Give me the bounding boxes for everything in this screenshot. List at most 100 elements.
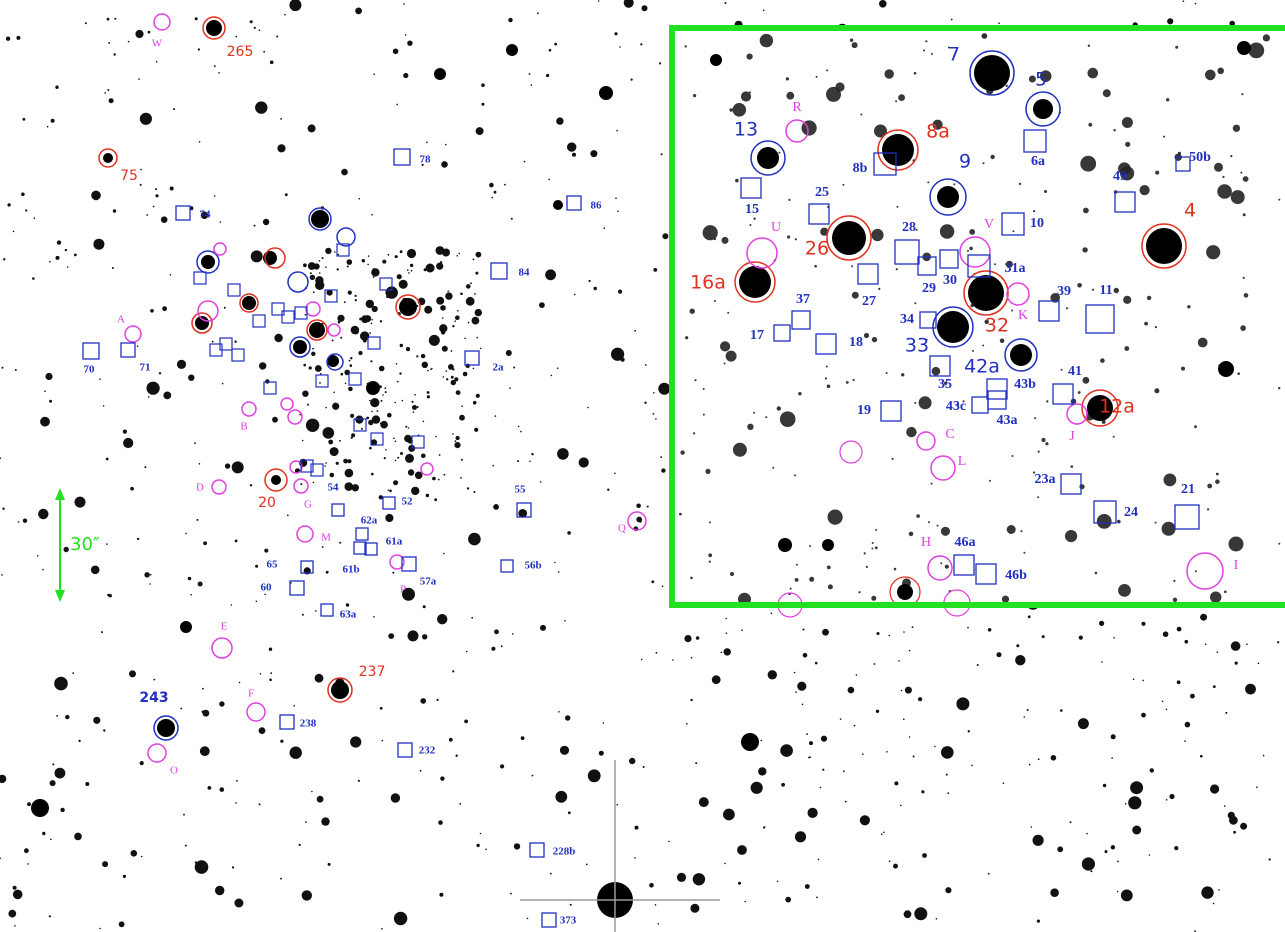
star: [144, 572, 150, 578]
star: [146, 381, 160, 395]
star: [341, 168, 348, 176]
star: [55, 255, 60, 260]
star: [329, 447, 339, 457]
star: [894, 781, 899, 786]
star: [289, 0, 302, 12]
star: [140, 168, 142, 171]
star: [414, 471, 423, 480]
star: [1246, 643, 1248, 646]
star: [634, 825, 639, 830]
star: [1146, 295, 1152, 301]
star: [982, 344, 985, 347]
star: [155, 188, 158, 191]
star: [381, 927, 383, 930]
star: [333, 391, 335, 394]
star: [180, 621, 192, 633]
star: [937, 186, 959, 208]
star: [350, 357, 353, 360]
star: [36, 555, 39, 557]
star: [950, 18, 953, 21]
star: [1210, 784, 1220, 794]
star-label: 62a: [361, 515, 378, 527]
star: [602, 722, 605, 724]
marker-circle: [785, 119, 809, 143]
star: [1222, 175, 1225, 179]
star: [320, 373, 322, 375]
star: [1132, 678, 1135, 681]
star: [510, 892, 512, 895]
star: [108, 594, 112, 598]
star: [1218, 361, 1234, 377]
star: [105, 457, 109, 461]
star-label: 35: [938, 377, 952, 392]
star: [976, 664, 979, 666]
star: [852, 378, 855, 382]
star: [885, 372, 888, 374]
star: [998, 22, 1000, 25]
star: [272, 416, 278, 423]
star: [231, 866, 235, 869]
star: [457, 310, 459, 312]
star: [969, 246, 973, 251]
star: [42, 831, 46, 836]
star: [1173, 579, 1176, 583]
star: [346, 259, 353, 265]
star: [1113, 287, 1120, 294]
star: [1165, 708, 1168, 711]
star: [1201, 886, 1214, 899]
star: [1162, 631, 1169, 637]
star-label: 25: [815, 185, 829, 200]
star: [258, 29, 261, 32]
star: [747, 423, 754, 430]
star: [321, 546, 324, 548]
star: [1161, 700, 1164, 703]
star: [458, 252, 461, 255]
star: [607, 488, 610, 491]
star: [99, 378, 101, 380]
star: [441, 345, 448, 352]
star: [481, 102, 485, 106]
star: [409, 263, 414, 268]
star-label: 5: [1035, 69, 1047, 91]
star: [74, 832, 82, 841]
star: [634, 857, 636, 859]
marker-ring: [306, 319, 328, 341]
star-label: L: [958, 454, 967, 469]
star: [809, 545, 812, 548]
star: [1091, 288, 1095, 291]
star: [698, 797, 709, 808]
star: [859, 815, 871, 826]
star: [873, 663, 876, 665]
star: [103, 153, 113, 163]
star-label: 7: [948, 44, 960, 66]
star-label: 17: [750, 328, 764, 343]
star: [1154, 326, 1157, 329]
star-label: 4: [1184, 200, 1196, 222]
star-label: V: [984, 217, 994, 232]
star: [1112, 435, 1115, 438]
star: [459, 803, 462, 805]
star: [315, 276, 324, 285]
star: [916, 514, 920, 518]
star: [286, 514, 289, 517]
star: [557, 448, 569, 460]
star: [407, 269, 409, 272]
star: [412, 411, 415, 413]
star: [491, 196, 494, 199]
star-label: H: [921, 535, 931, 550]
star: [947, 792, 950, 794]
star: [93, 716, 101, 724]
marker-box: [894, 239, 920, 265]
marker-box: [975, 563, 997, 585]
star: [493, 190, 497, 194]
star: [1206, 245, 1221, 260]
star: [455, 390, 461, 395]
star: [1217, 184, 1232, 199]
star-label: E: [221, 621, 228, 633]
star: [679, 512, 682, 516]
star: [12, 230, 15, 233]
star: [445, 143, 447, 146]
star-label: M: [321, 532, 331, 544]
star: [396, 103, 399, 106]
star: [235, 802, 237, 804]
